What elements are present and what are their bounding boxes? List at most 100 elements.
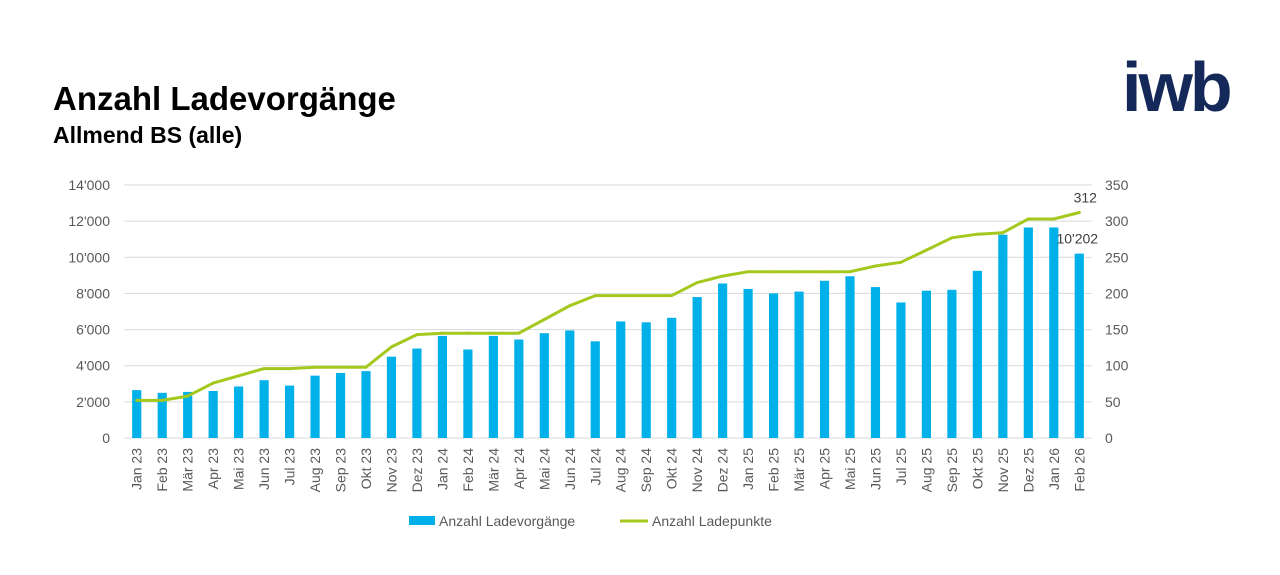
x-tick-label: Mär 25 bbox=[791, 448, 807, 492]
x-tick-label: Okt 24 bbox=[664, 448, 680, 489]
y-right-tick-label: 0 bbox=[1105, 430, 1113, 446]
bar bbox=[590, 341, 600, 438]
x-tick-label: Mär 24 bbox=[485, 448, 501, 492]
line-series bbox=[135, 210, 1081, 402]
y-left-tick-label: 8'000 bbox=[76, 285, 110, 301]
bar bbox=[463, 349, 473, 438]
x-tick-label: Jan 24 bbox=[434, 448, 450, 490]
bar bbox=[565, 330, 575, 438]
x-tick-label: Sep 25 bbox=[944, 448, 960, 493]
x-tick-label: Aug 24 bbox=[613, 448, 629, 493]
line-point bbox=[1077, 210, 1081, 214]
bar bbox=[819, 280, 830, 438]
line-point bbox=[1026, 217, 1030, 221]
bar bbox=[132, 390, 142, 438]
x-tick-label: Okt 25 bbox=[969, 448, 985, 489]
legend-bar-swatch bbox=[409, 516, 435, 525]
x-tick-label: Nov 25 bbox=[995, 448, 1011, 493]
line-point bbox=[619, 294, 623, 298]
bar bbox=[718, 283, 728, 438]
bar bbox=[845, 276, 855, 438]
x-tick-label: Mai 25 bbox=[842, 448, 858, 490]
line-point bbox=[211, 381, 215, 385]
line-point bbox=[593, 294, 597, 298]
bar bbox=[972, 270, 982, 438]
x-tick-label: Jul 23 bbox=[282, 448, 298, 486]
line-point bbox=[364, 365, 368, 369]
line-point bbox=[950, 236, 954, 240]
bar bbox=[437, 335, 448, 438]
x-tick-label: Sep 23 bbox=[333, 448, 349, 493]
bar bbox=[743, 288, 753, 438]
line-point bbox=[1001, 231, 1005, 235]
x-tick-label: Feb 24 bbox=[460, 448, 476, 492]
line-point bbox=[568, 304, 572, 308]
bar bbox=[259, 380, 269, 438]
y-right-tick-label: 250 bbox=[1105, 249, 1129, 265]
line-point bbox=[772, 270, 776, 274]
bar bbox=[870, 287, 881, 438]
line-point bbox=[848, 270, 852, 274]
bar bbox=[234, 386, 244, 438]
x-tick-label: Jul 24 bbox=[587, 448, 603, 486]
bar bbox=[1023, 227, 1033, 438]
bar bbox=[361, 371, 371, 438]
chart-subtitle: Allmend BS (alle) bbox=[53, 122, 243, 148]
bar-series bbox=[132, 227, 1084, 438]
x-tick-label: Dez 25 bbox=[1020, 448, 1036, 493]
bar bbox=[768, 293, 779, 438]
legend: Anzahl Ladevorgänge Anzahl Ladepunkte bbox=[409, 513, 772, 529]
line-point bbox=[823, 270, 827, 274]
line-point bbox=[721, 274, 725, 278]
y-axis-right: 0 50 100 150 200 250 300 350 bbox=[1105, 177, 1129, 446]
x-tick-label: Sep 24 bbox=[638, 448, 654, 493]
x-tick-label: Jan 25 bbox=[740, 448, 756, 490]
line-point bbox=[746, 270, 750, 274]
line-point bbox=[1052, 217, 1056, 221]
bar bbox=[157, 392, 167, 438]
bar bbox=[488, 335, 498, 438]
line-point bbox=[644, 294, 648, 298]
y-left-tick-label: 4'000 bbox=[76, 358, 110, 374]
x-tick-label: Jun 24 bbox=[562, 448, 578, 490]
x-tick-label: Jan 23 bbox=[129, 448, 145, 490]
x-tick-label: Feb 26 bbox=[1071, 448, 1087, 492]
x-tick-label: Jul 25 bbox=[893, 448, 909, 486]
bar bbox=[896, 302, 906, 438]
line-point bbox=[440, 331, 444, 335]
line-point bbox=[262, 367, 266, 371]
x-tick-label: Apr 25 bbox=[817, 448, 833, 489]
bar bbox=[183, 391, 193, 438]
legend-line-label: Anzahl Ladepunkte bbox=[652, 513, 772, 529]
y-right-tick-label: 200 bbox=[1105, 285, 1129, 301]
data-labels: 10'202 312 bbox=[1056, 189, 1098, 246]
y-left-tick-label: 6'000 bbox=[76, 322, 110, 338]
line-point bbox=[491, 331, 495, 335]
line-point bbox=[670, 294, 674, 298]
y-left-tick-label: 10'000 bbox=[68, 249, 110, 265]
x-tick-label: Nov 24 bbox=[689, 448, 705, 493]
line-series-path bbox=[135, 211, 1081, 402]
bar bbox=[921, 290, 932, 438]
line-point bbox=[288, 367, 292, 371]
line-point bbox=[186, 394, 190, 398]
y-right-tick-label: 300 bbox=[1105, 213, 1129, 229]
x-tick-label: Mai 24 bbox=[536, 448, 552, 490]
bar bbox=[539, 333, 549, 438]
bar bbox=[1074, 253, 1084, 438]
line-point bbox=[542, 317, 546, 321]
y-left-tick-label: 0 bbox=[102, 430, 110, 446]
bar bbox=[208, 391, 218, 438]
line-point bbox=[135, 398, 139, 402]
y-axis-left: 0 2'000 4'000 6'000 8'000 10'000 12'000 14'000 bbox=[68, 177, 110, 446]
bar bbox=[667, 317, 677, 438]
line-point bbox=[924, 248, 928, 252]
y-right-tick-label: 100 bbox=[1105, 358, 1129, 374]
x-tick-label: Aug 23 bbox=[307, 448, 323, 493]
x-tick-label: Nov 23 bbox=[383, 448, 399, 493]
line-point bbox=[797, 270, 801, 274]
y-left-tick-label: 2'000 bbox=[76, 394, 110, 410]
x-axis: Jan 23 Feb 23 Mär 23 Apr 23 Mai 23 Jun 23 Jul … bbox=[129, 448, 1088, 493]
line-point bbox=[466, 331, 470, 335]
